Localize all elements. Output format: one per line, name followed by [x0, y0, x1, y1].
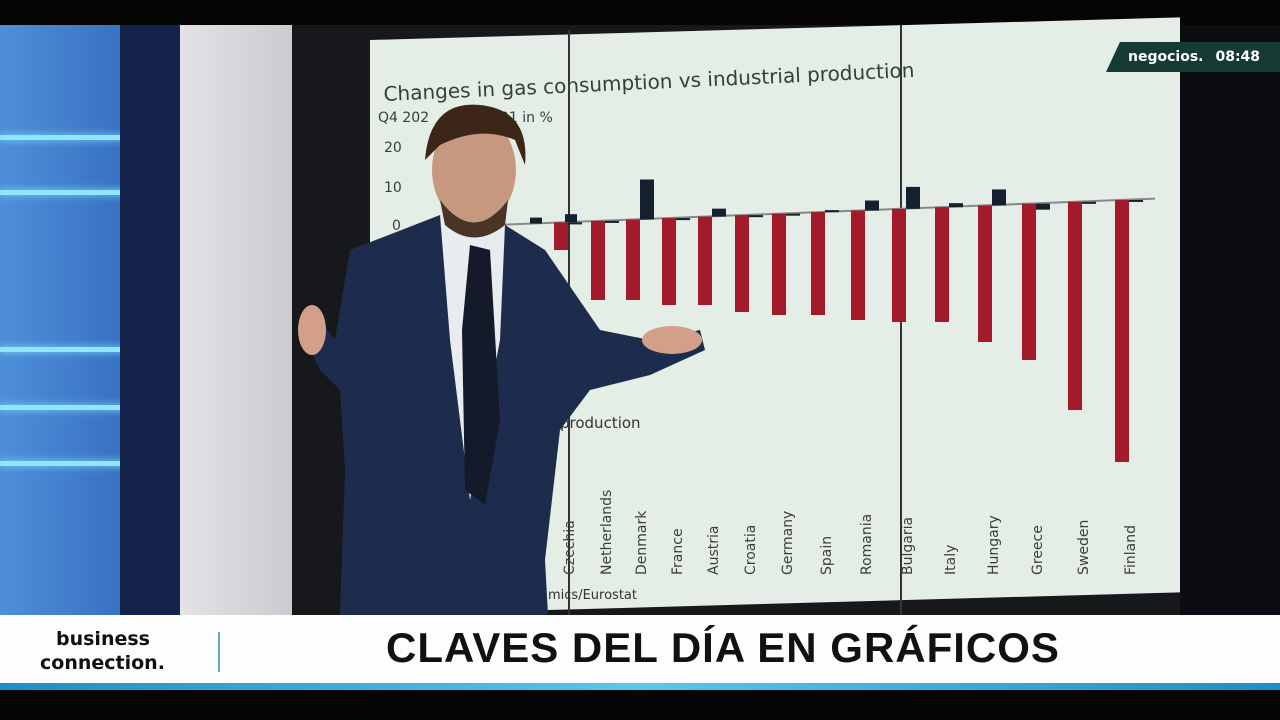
industrial-bar — [749, 215, 763, 218]
industrial-bar — [712, 208, 726, 217]
gas-bar — [626, 219, 640, 300]
gas-bar — [892, 208, 906, 322]
y-tick: 0 — [392, 218, 401, 234]
clock: 08:48 — [1215, 49, 1261, 65]
channel-badge: negocios. 08:48 — [1106, 42, 1280, 72]
lower-third — [0, 615, 1280, 685]
studio-wall — [180, 25, 300, 615]
industrial-bar — [605, 220, 619, 223]
industrial-bar — [865, 200, 879, 211]
industrial-bar — [676, 218, 690, 221]
gas-bar — [851, 210, 865, 320]
lower-third-stripe — [0, 683, 1280, 690]
industrial-bar — [565, 214, 577, 223]
legend-label: production — [560, 414, 641, 432]
industrial-bar — [825, 210, 839, 213]
industrial-bar — [1082, 201, 1096, 204]
gas-bar — [978, 205, 992, 342]
gas-bar — [1115, 199, 1129, 462]
industrial-bar — [530, 217, 542, 224]
industrial-bar — [1036, 203, 1050, 210]
gas-bar — [811, 212, 825, 315]
industrial-bar — [786, 213, 800, 216]
show-logo: business connection. — [40, 628, 165, 674]
gas-bar — [1022, 203, 1036, 360]
y-tick: 20 — [384, 140, 402, 156]
headline: CLAVES DEL DÍA EN GRÁFICOS — [386, 624, 1060, 671]
gas-bar — [772, 213, 786, 315]
gas-bar — [735, 215, 749, 312]
gas-bar — [554, 222, 568, 250]
industrial-bar — [640, 179, 654, 220]
gas-bar — [1068, 201, 1082, 410]
industrial-bar — [992, 189, 1006, 206]
studio-right — [1180, 25, 1280, 615]
chart-source: mics/Eurostat — [548, 588, 637, 603]
gas-bar — [591, 220, 605, 300]
studio-pillar — [120, 25, 180, 615]
gas-bar — [698, 216, 712, 305]
gas-bar — [662, 218, 676, 305]
y-tick: 10 — [384, 180, 402, 196]
gas-bar — [935, 207, 949, 322]
industrial-bar — [568, 222, 582, 225]
industrial-bar — [1129, 199, 1143, 202]
industrial-bar — [906, 186, 920, 209]
divider — [218, 632, 220, 672]
channel-name: negocios. — [1128, 49, 1204, 65]
industrial-bar — [949, 203, 963, 208]
